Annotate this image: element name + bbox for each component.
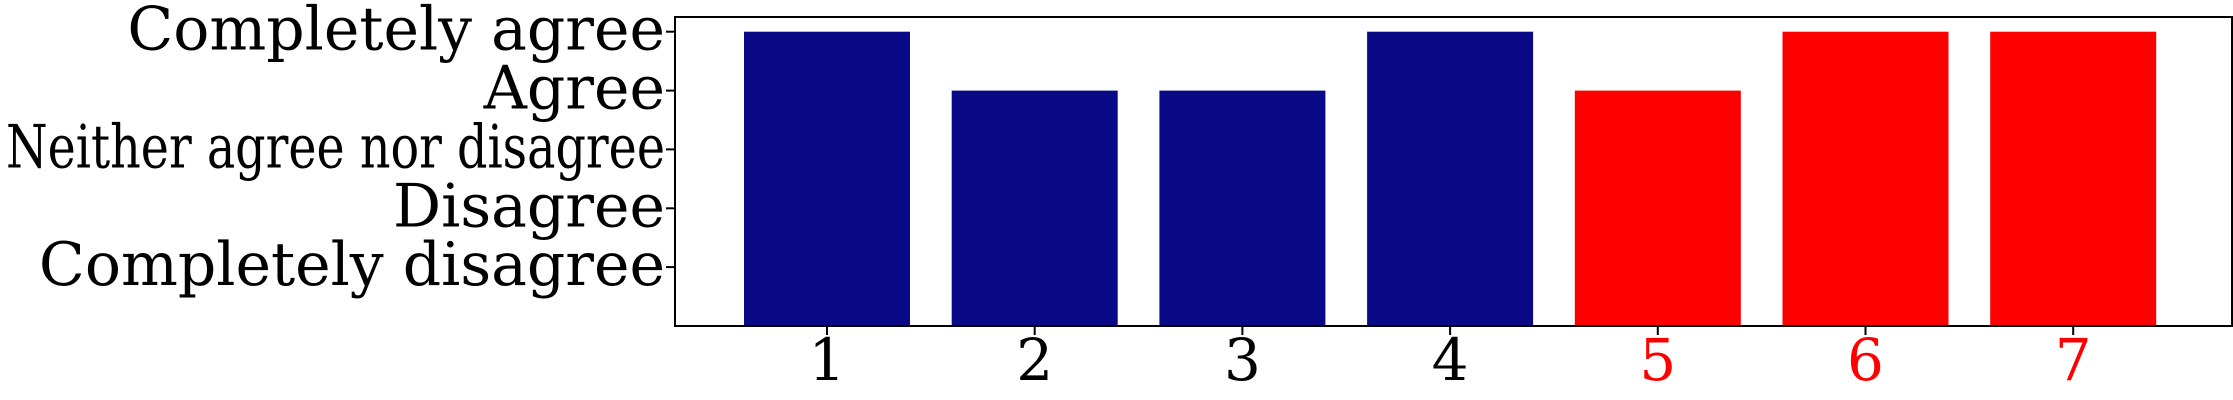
x-tick-label-3: 3 [1224, 326, 1261, 394]
y-tick-label-3: Neither agree nor disagree [6, 112, 665, 182]
bars-layer [744, 31, 2157, 326]
bar-1 [744, 31, 910, 326]
x-tick-label-1: 1 [809, 326, 846, 394]
plot-area-frame [674, 16, 2233, 327]
x-tick-label-2: 2 [1016, 326, 1053, 394]
x-tick-label-5: 5 [1639, 326, 1676, 394]
y-tick-label-2: Disagree [393, 171, 665, 241]
x-tick-label-7: 7 [2055, 326, 2092, 394]
bar-2 [951, 90, 1118, 326]
bar-6 [1782, 31, 1949, 326]
bar-7 [1990, 31, 2157, 326]
bar-4 [1367, 31, 1534, 326]
y-tick-label-5: Completely agree [127, 0, 665, 65]
x-axis: 1 2 3 4 5 6 7 [809, 326, 2092, 394]
bar-5 [1574, 90, 1741, 326]
y-tick-label-4: Agree [483, 54, 665, 124]
y-tick-label-1: Completely disagree [39, 230, 665, 300]
x-tick-label-6: 6 [1847, 326, 1884, 394]
x-tick-label-4: 4 [1432, 326, 1469, 394]
bar-3 [1159, 90, 1326, 326]
